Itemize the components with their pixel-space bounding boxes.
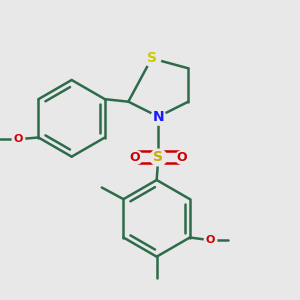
Text: O: O <box>14 134 23 144</box>
Text: S: S <box>147 51 157 65</box>
Text: O: O <box>176 151 187 164</box>
Text: O: O <box>205 235 214 245</box>
Text: O: O <box>130 151 140 164</box>
Text: N: N <box>152 110 164 124</box>
Text: S: S <box>153 150 163 164</box>
